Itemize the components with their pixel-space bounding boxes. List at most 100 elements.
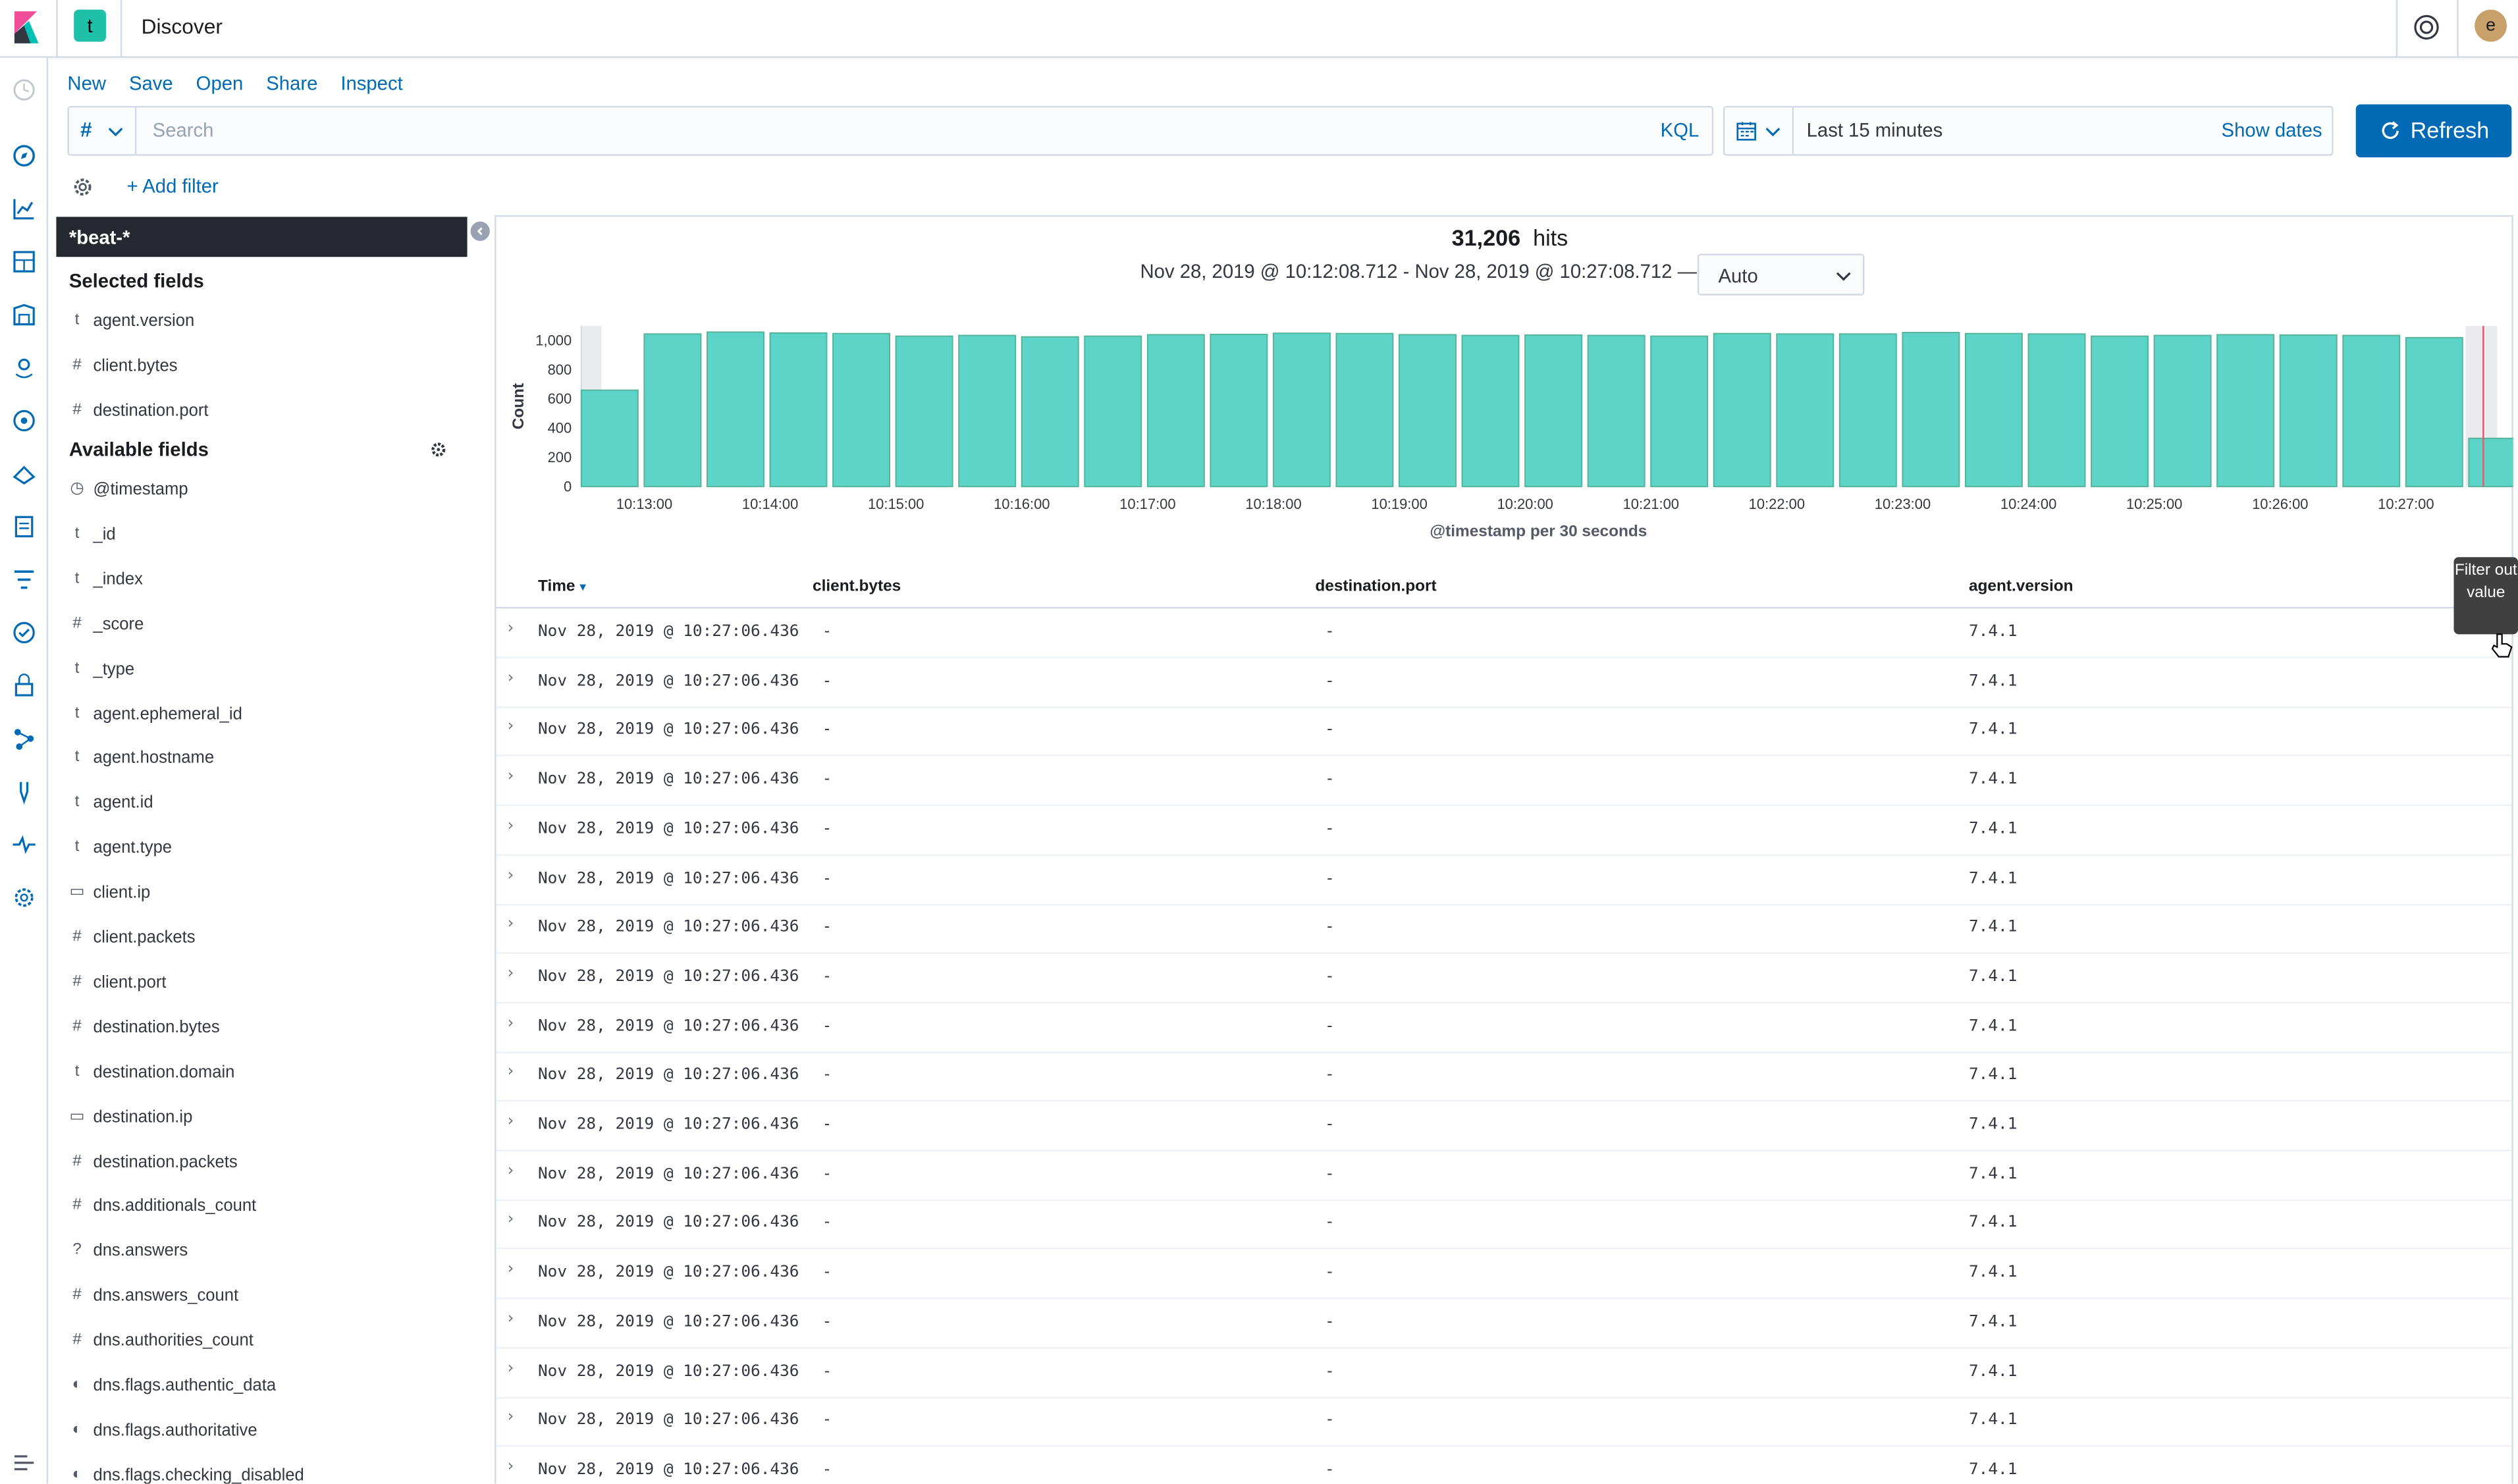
table-row[interactable]: › Nov 28, 2019 @ 10:27:06.436 - - 7.4.1 bbox=[496, 658, 2512, 708]
search-input[interactable]: Search bbox=[152, 119, 214, 142]
table-row[interactable]: › Nov 28, 2019 @ 10:27:06.436 - - 7.4.1 bbox=[496, 1003, 2512, 1053]
field-item[interactable]: t agent.ephemeral_id bbox=[69, 698, 454, 730]
chevron-right-icon[interactable]: › bbox=[507, 1161, 514, 1180]
chevron-right-icon[interactable]: › bbox=[507, 915, 514, 934]
monitoring-icon[interactable] bbox=[11, 832, 37, 857]
histogram-chart[interactable]: 0 200 400 600 800 1,000 Count 10:13:00 10:14:00 1… bbox=[498, 313, 2513, 554]
table-row[interactable]: › Nov 28, 2019 @ 10:27:06.436 - - 7.4.1 bbox=[496, 1446, 2512, 1483]
chevron-right-icon[interactable]: › bbox=[507, 767, 514, 785]
date-range-label[interactable]: Last 15 minutes bbox=[1806, 119, 1943, 142]
show-dates-link[interactable]: Show dates bbox=[2221, 119, 2322, 142]
field-item[interactable]: # destination.port bbox=[69, 394, 454, 427]
chevron-right-icon[interactable]: › bbox=[507, 965, 514, 983]
field-item[interactable]: ◷ @timestamp bbox=[69, 473, 454, 506]
kibana-logo-icon[interactable] bbox=[11, 11, 40, 43]
table-row[interactable]: › Nov 28, 2019 @ 10:27:06.436 - - 7.4.1 bbox=[496, 1298, 2512, 1349]
time-column-header[interactable]: Time ▾ bbox=[538, 578, 586, 596]
infrastructure-icon[interactable] bbox=[11, 461, 37, 487]
field-item[interactable]: t agent.version bbox=[69, 305, 454, 337]
help-icon[interactable] bbox=[2412, 13, 2441, 42]
chevron-right-icon[interactable]: › bbox=[507, 620, 514, 638]
quick-select-button[interactable] bbox=[1725, 107, 1794, 155]
field-item[interactable]: # dns.answers_count bbox=[69, 1280, 454, 1312]
space-avatar[interactable]: t bbox=[74, 9, 106, 42]
field-item[interactable]: # destination.bytes bbox=[69, 1011, 454, 1044]
chevron-right-icon[interactable]: › bbox=[507, 718, 514, 736]
chevron-right-icon[interactable]: › bbox=[507, 1113, 514, 1130]
visualize-icon[interactable] bbox=[11, 196, 37, 222]
table-row[interactable]: › Nov 28, 2019 @ 10:27:06.436 - - 7.4.1 bbox=[496, 855, 2512, 905]
field-item[interactable]: # dns.authorities_count bbox=[69, 1325, 454, 1357]
sort-down-icon[interactable]: ▾ bbox=[579, 579, 587, 595]
table-row[interactable]: › Nov 28, 2019 @ 10:27:06.436 - - 7.4.1 bbox=[496, 1052, 2512, 1102]
table-row[interactable]: › Nov 28, 2019 @ 10:27:06.436 - - 7.4.1 bbox=[496, 1200, 2512, 1250]
siem-icon[interactable] bbox=[11, 673, 37, 699]
table-row[interactable]: › Nov 28, 2019 @ 10:27:06.436 - - 7.4.1 bbox=[496, 806, 2512, 856]
field-item[interactable]: t _type bbox=[69, 653, 454, 685]
table-row[interactable]: › Nov 28, 2019 @ 10:27:06.436 - - 7.4.1 bbox=[496, 905, 2512, 955]
table-row[interactable]: › Nov 28, 2019 @ 10:27:06.436 - - 7.4.1 bbox=[496, 707, 2512, 757]
field-item[interactable]: ◐ dns.flags.authentic_data bbox=[69, 1369, 454, 1402]
ml-icon[interactable] bbox=[11, 408, 37, 433]
discover-icon[interactable] bbox=[11, 143, 37, 169]
open-button[interactable]: Open bbox=[196, 72, 244, 95]
save-button[interactable]: Save bbox=[128, 72, 173, 95]
filter-settings-icon[interactable] bbox=[70, 175, 95, 199]
field-item[interactable]: # client.bytes bbox=[69, 350, 454, 382]
query-language-button[interactable]: KQL bbox=[1660, 119, 1700, 142]
chevron-right-icon[interactable]: › bbox=[507, 816, 514, 835]
chevron-right-icon[interactable]: › bbox=[507, 1063, 514, 1082]
field-item[interactable]: t destination.domain bbox=[69, 1056, 454, 1088]
chevron-right-icon[interactable]: › bbox=[507, 669, 514, 687]
table-row[interactable]: › Nov 28, 2019 @ 10:27:06.436 - - 7.4.1 bbox=[496, 756, 2512, 807]
chevron-right-icon[interactable]: › bbox=[507, 1014, 514, 1032]
chevron-right-icon[interactable]: › bbox=[507, 866, 514, 884]
chevron-right-icon[interactable]: › bbox=[507, 1310, 514, 1328]
add-filter-button[interactable]: + Add filter bbox=[126, 174, 219, 198]
table-row[interactable]: › Nov 28, 2019 @ 10:27:06.436 - - 7.4.1 bbox=[496, 608, 2512, 658]
management-icon[interactable] bbox=[11, 885, 37, 911]
table-row[interactable]: › Nov 28, 2019 @ 10:27:06.436 - - 7.4.1 bbox=[496, 1250, 2512, 1300]
canvas-icon[interactable] bbox=[11, 302, 37, 327]
field-item[interactable]: t agent.id bbox=[69, 787, 454, 820]
saved-query-button[interactable]: # bbox=[69, 107, 137, 155]
uptime-icon[interactable] bbox=[11, 620, 37, 645]
field-item[interactable]: # client.packets bbox=[69, 922, 454, 954]
field-item[interactable]: # _score bbox=[69, 608, 454, 641]
field-item[interactable]: ? dns.answers bbox=[69, 1235, 454, 1267]
chevron-right-icon[interactable]: › bbox=[507, 1408, 514, 1427]
field-item[interactable]: ▭ destination.ip bbox=[69, 1101, 454, 1133]
field-item[interactable]: ▭ client.ip bbox=[69, 877, 454, 909]
table-row[interactable]: › Nov 28, 2019 @ 10:27:06.436 - - 7.4.1 bbox=[496, 1101, 2512, 1152]
collapse-sidebar-button[interactable] bbox=[470, 221, 490, 241]
refresh-button[interactable]: Refresh bbox=[2355, 104, 2512, 158]
graph-icon[interactable] bbox=[11, 726, 37, 751]
gear-icon[interactable] bbox=[431, 442, 446, 458]
field-item[interactable]: # dns.additionals_count bbox=[69, 1190, 454, 1223]
user-avatar[interactable]: e bbox=[2475, 9, 2507, 42]
field-item[interactable]: t agent.hostname bbox=[69, 743, 454, 775]
destination-port-column-header[interactable]: destination.port bbox=[1315, 577, 1437, 596]
dev-tools-icon[interactable] bbox=[11, 779, 37, 805]
client-bytes-column-header[interactable]: client.bytes bbox=[813, 577, 901, 596]
table-row[interactable]: › Nov 28, 2019 @ 10:27:06.436 - - 7.4.1 bbox=[496, 1348, 2512, 1398]
table-row[interactable]: › Nov 28, 2019 @ 10:27:06.436 - - 7.4.1 bbox=[496, 1151, 2512, 1201]
chevron-right-icon[interactable]: › bbox=[507, 1211, 514, 1229]
share-button[interactable]: Share bbox=[266, 72, 318, 95]
clock-icon[interactable] bbox=[11, 77, 37, 103]
field-item[interactable]: ◐ dns.flags.authoritative bbox=[69, 1414, 454, 1446]
interval-select[interactable]: Auto bbox=[1697, 253, 1865, 296]
field-item[interactable]: t _index bbox=[69, 564, 454, 596]
field-item[interactable]: # client.port bbox=[69, 967, 454, 999]
logs-icon[interactable] bbox=[11, 514, 37, 539]
field-item[interactable]: t _id bbox=[69, 518, 454, 550]
field-item[interactable]: t agent.type bbox=[69, 832, 454, 864]
agent-version-column-header[interactable]: agent.version bbox=[1968, 577, 2074, 596]
index-pattern-selector[interactable]: *beat-* bbox=[56, 217, 468, 257]
field-item[interactable]: # destination.packets bbox=[69, 1146, 454, 1178]
new-button[interactable]: New bbox=[67, 72, 106, 95]
chevron-right-icon[interactable]: › bbox=[507, 1260, 514, 1279]
inspect-button[interactable]: Inspect bbox=[340, 72, 403, 95]
maps-icon[interactable] bbox=[11, 355, 37, 381]
field-item[interactable]: ◐ dns.flags.checking_disabled bbox=[69, 1459, 454, 1483]
